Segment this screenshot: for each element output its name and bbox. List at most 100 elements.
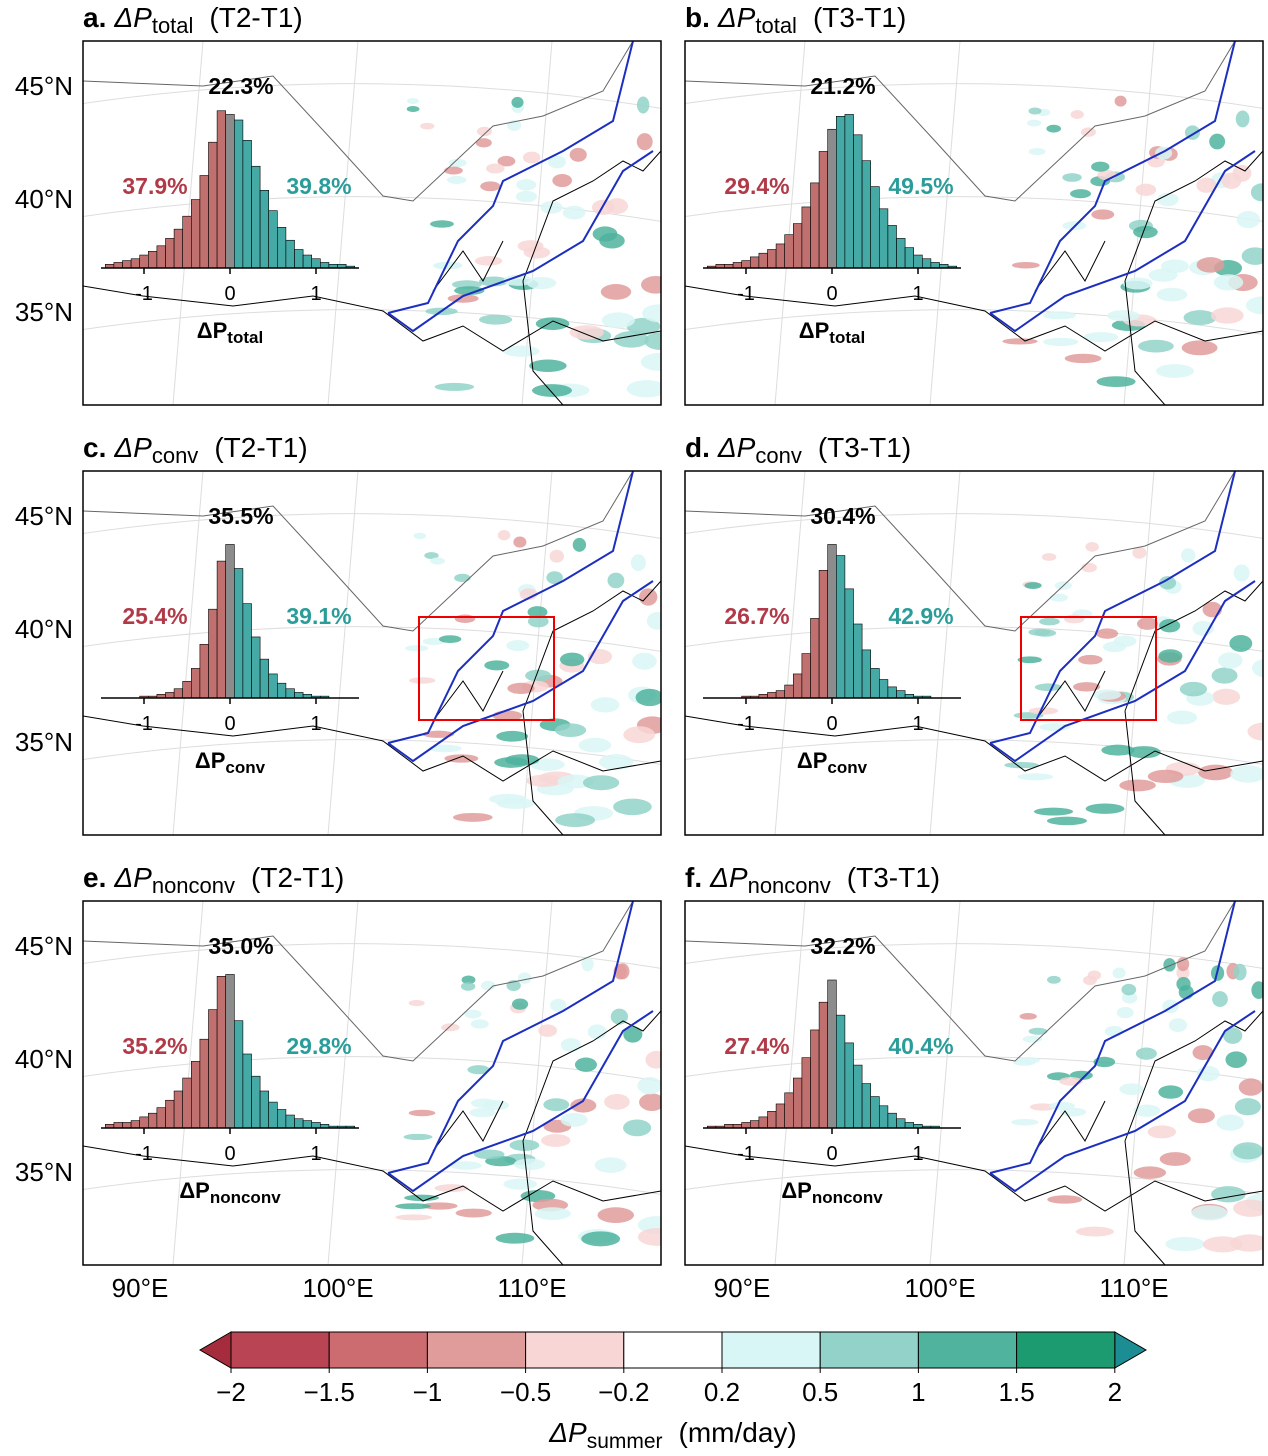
precip-blob (623, 1119, 652, 1137)
colorbar-label-sub: summer (587, 1430, 663, 1451)
hist-bar (801, 206, 811, 269)
precip-blob (560, 1113, 588, 1127)
hist-bar (268, 673, 278, 699)
hist-bar (835, 555, 846, 699)
precip-blob (1251, 981, 1263, 999)
precip-blob (473, 1149, 505, 1160)
precip-blob (1043, 337, 1079, 347)
lon-label: 100°E (904, 1273, 975, 1303)
hist-bar (844, 114, 854, 269)
graticule (521, 901, 553, 1265)
precip-blob (613, 331, 649, 348)
hist-bar (870, 668, 880, 699)
hist-tick-label: -1 (135, 283, 153, 305)
graticule (774, 471, 806, 835)
precip-blob (1176, 976, 1191, 992)
hist-bar (758, 252, 768, 269)
hist-bar (741, 260, 751, 269)
map (685, 41, 1263, 405)
panel-title: d. ΔPconv (T3-T1) (685, 432, 911, 468)
title-period: (T2-T1) (214, 432, 307, 463)
pct-right: 29.8% (286, 1033, 351, 1059)
map-bg (685, 901, 1263, 1265)
precip-blob (1136, 617, 1158, 630)
precip-blob (1213, 274, 1244, 291)
border (83, 715, 661, 782)
hist-bar (216, 975, 227, 1129)
hist-bar (130, 258, 141, 269)
precip-blob (1132, 546, 1147, 559)
hist-bar (122, 1122, 132, 1129)
precip-blob (569, 147, 587, 162)
precip-blob (600, 284, 632, 300)
precip-blob (438, 635, 462, 643)
precip-blob (599, 232, 625, 249)
border (685, 901, 1236, 1062)
map-bg (83, 41, 661, 405)
precip-blob (506, 640, 530, 652)
precip-blob (1192, 1045, 1214, 1061)
hist-xlabel: ΔPnonconv (781, 1178, 883, 1207)
precip-blob (460, 982, 476, 991)
border (83, 1145, 661, 1212)
precip-blob (1028, 107, 1042, 115)
hist-xlabel-sub: conv (225, 758, 265, 777)
precip-blob (1247, 722, 1263, 741)
hist-bar (173, 1090, 184, 1129)
hist-xlabel-symbol: ΔP (179, 1178, 210, 1203)
colorbar-tick-label: 1 (911, 1377, 925, 1407)
precip-blob (1028, 628, 1051, 636)
hist-bar (853, 134, 863, 269)
precip-blob (454, 286, 485, 295)
graticule (172, 471, 204, 835)
precip-blob (509, 1139, 540, 1151)
hist-bar (242, 603, 252, 699)
hist-bar (173, 688, 184, 699)
pct-left: 27.4% (724, 1033, 789, 1059)
hist-bar (276, 1109, 287, 1129)
precip-blob (470, 1019, 489, 1029)
pct-right: 39.1% (286, 603, 351, 629)
title-period: (T2-T1) (251, 862, 344, 893)
precip-blob (550, 998, 567, 1012)
hist-bar (259, 1090, 270, 1129)
precip-blob (1046, 124, 1062, 133)
precip-blob (546, 571, 563, 585)
river (387, 901, 654, 1193)
precip-blob (1017, 656, 1042, 664)
precip-blob (1147, 769, 1184, 784)
precip-blob (1064, 614, 1085, 624)
precip-blob (1223, 1027, 1243, 1044)
precip-blob (503, 274, 533, 286)
pct-left: 35.2% (122, 1033, 187, 1059)
hist-bar (818, 1001, 828, 1129)
precip-blob (641, 275, 661, 294)
graticule (685, 626, 1263, 652)
precip-blob (1085, 542, 1099, 552)
precip-blob (1158, 1085, 1184, 1099)
precip-blob (581, 1231, 621, 1247)
colorbar: −2 −1.5 −1 −0.5 −0.2 0.2 0.5 1 1.5 2 ΔPsummer (mm/d… (199, 1331, 1148, 1453)
hist-bar (285, 688, 295, 699)
precip-blob (1138, 339, 1174, 353)
pct-center: 32.2% (810, 933, 875, 959)
hist-bar (173, 228, 184, 269)
precip-blob (582, 775, 620, 791)
hist-bar (861, 160, 871, 269)
precip-blob (623, 1026, 643, 1043)
hist-bar (148, 1112, 158, 1129)
precip-blob (454, 614, 476, 623)
graticule (83, 196, 661, 222)
hist-bar (276, 227, 287, 269)
precip-blob (1078, 654, 1103, 665)
precip-blob (478, 276, 509, 287)
colorbar-label-symbol: ΔP (548, 1417, 587, 1448)
precip-blob (1163, 958, 1176, 972)
hist-tick-label: -1 (737, 283, 755, 305)
hist-bar (276, 682, 287, 699)
colorbar-segment (917, 1331, 1018, 1369)
precip-blob (1167, 710, 1198, 725)
precip-blob (630, 554, 646, 572)
precip-blob (1233, 963, 1247, 981)
precip-blob (1070, 110, 1084, 119)
